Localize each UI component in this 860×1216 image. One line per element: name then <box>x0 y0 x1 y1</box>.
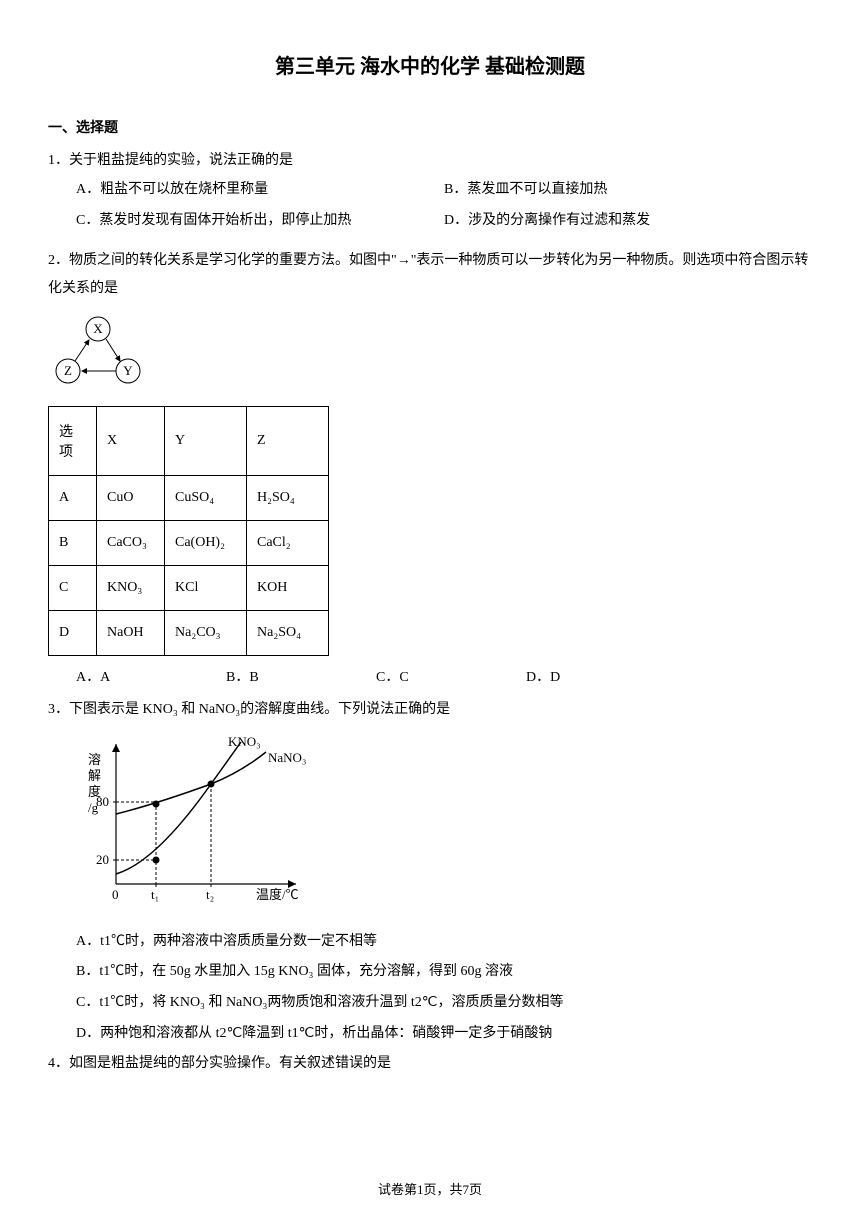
ylabel-2: 解 <box>88 768 101 783</box>
section-header: 一、选择题 <box>48 117 812 137</box>
q1-opt-c: C．蒸发时发现有固体开始析出，即停止加热 <box>76 206 444 237</box>
ytick-80: 80 <box>96 794 109 809</box>
question-4: 4．如图是粗盐提纯的部分实验操作。有关叙述错误的是 <box>48 1050 812 1078</box>
q2-ans-d: D．D <box>526 666 676 686</box>
ytick-20: 20 <box>96 852 109 867</box>
q2-ans-a: A．A <box>76 666 226 686</box>
cell: KNO₃ <box>97 565 165 610</box>
q3-options: A．t1℃时，两种溶液中溶质质量分数一定不相等 B．t1℃时，在 50g 水里加… <box>48 927 812 1050</box>
cell: CaCO₃ <box>97 520 165 565</box>
solubility-chart: 溶 解 度 /g 80 20 0 t₁ t₂ 温度/℃ KNO₃ NaNO₃ <box>76 734 812 919</box>
cell: H₂SO₄ <box>247 475 329 520</box>
table-row: A CuO CuSO₄ H₂SO₄ <box>49 475 329 520</box>
xtick-t1: t₁ <box>151 887 159 902</box>
q1-opt-b: B．蒸发皿不可以直接加热 <box>444 175 812 206</box>
node-z: Z <box>64 363 72 378</box>
q3-opt-c: C．t1℃时，将 KNO₃ 和 NaNO₃两物质饱和溶液升温到 t2℃，溶质质量… <box>76 988 812 1019</box>
question-1: 1．关于粗盐提纯的实验，说法正确的是 A．粗盐不可以放在烧杯里称量 B．蒸发皿不… <box>48 147 812 237</box>
xtick-0: 0 <box>112 887 119 902</box>
table-row: B CaCO₃ Ca(OH)₂ CaCl₂ <box>49 520 329 565</box>
q1-opt-a: A．粗盐不可以放在烧杯里称量 <box>76 175 444 206</box>
th-y: Y <box>165 406 247 475</box>
cell: CaCl₂ <box>247 520 329 565</box>
cell: C <box>49 565 97 610</box>
page-footer: 试卷第1页，共7页 <box>0 1179 860 1198</box>
q4-stem: 4．如图是粗盐提纯的部分实验操作。有关叙述错误的是 <box>48 1050 812 1078</box>
cell: A <box>49 475 97 520</box>
cell: KCl <box>165 565 247 610</box>
cell: CuO <box>97 475 165 520</box>
series-kno3: KNO₃ <box>228 734 261 749</box>
cell: D <box>49 610 97 655</box>
cell: B <box>49 520 97 565</box>
node-x: X <box>93 321 103 336</box>
q2-ans-b: B．B <box>226 666 376 686</box>
q2-answer-options: A．A B．B C．C D．D <box>48 666 812 686</box>
q2-stem: 2．物质之间的转化关系是学习化学的重要方法。如图中"→"表示一种物质可以一步转化… <box>48 247 812 303</box>
q3-opt-b: B．t1℃时，在 50g 水里加入 15g KNO₃ 固体，充分溶解，得到 60… <box>76 957 812 988</box>
cell: CuSO₄ <box>165 475 247 520</box>
series-nano3: NaNO₃ <box>268 750 306 765</box>
q1-opt-d: D．涉及的分离操作有过滤和蒸发 <box>444 206 812 237</box>
question-2: 2．物质之间的转化关系是学习化学的重要方法。如图中"→"表示一种物质可以一步转化… <box>48 247 812 303</box>
th-x: X <box>97 406 165 475</box>
q3-opt-d: D．两种饱和溶液都从 t2℃降温到 t1℃时，析出晶体：硝酸钾一定多于硝酸钠 <box>76 1019 812 1050</box>
cell: Ca(OH)₂ <box>165 520 247 565</box>
q2-ans-c: C．C <box>376 666 526 686</box>
table-row: D NaOH Na₂CO₃ Na₂SO₄ <box>49 610 329 655</box>
cell: Na₂SO₄ <box>247 610 329 655</box>
node-y: Y <box>123 363 133 378</box>
cell: NaOH <box>97 610 165 655</box>
q1-stem: 1．关于粗盐提纯的实验，说法正确的是 <box>48 147 812 175</box>
options-table: 选项 X Y Z A CuO CuSO₄ H₂SO₄ B CaCO₃ Ca(OH… <box>48 406 329 656</box>
th-option: 选项 <box>49 406 97 475</box>
page-title: 第三单元 海水中的化学 基础检测题 <box>48 50 812 79</box>
q3-stem: 3．下图表示是 KNO₃ 和 NaNO₃的溶解度曲线。下列说法正确的是 <box>48 696 812 724</box>
xyz-diagram: X Z Y <box>48 313 812 398</box>
q3-opt-a: A．t1℃时，两种溶液中溶质质量分数一定不相等 <box>76 927 812 958</box>
th-z: Z <box>247 406 329 475</box>
question-3: 3．下图表示是 KNO₃ 和 NaNO₃的溶解度曲线。下列说法正确的是 <box>48 696 812 724</box>
cell: KOH <box>247 565 329 610</box>
xtick-t2: t₂ <box>206 887 214 902</box>
cell: Na₂CO₃ <box>165 610 247 655</box>
xlabel: 温度/℃ <box>256 887 299 902</box>
table-row: C KNO₃ KCl KOH <box>49 565 329 610</box>
ylabel-1: 溶 <box>88 752 101 767</box>
